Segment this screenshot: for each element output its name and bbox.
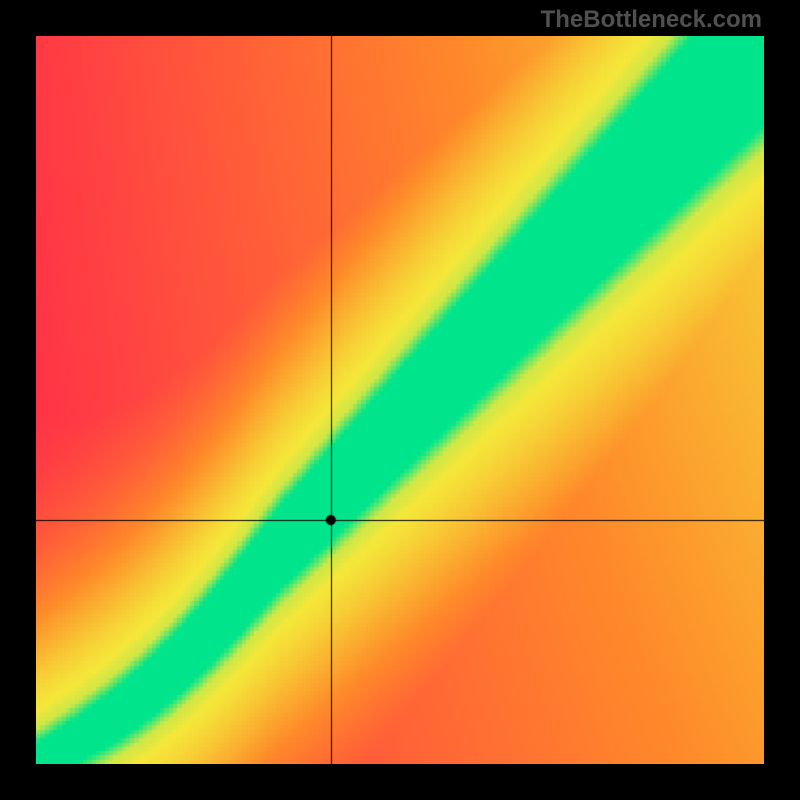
chart-container: { "watermark": { "text": "TheBottleneck.…: [0, 0, 800, 800]
watermark-text: TheBottleneck.com: [541, 6, 762, 34]
crosshair-overlay: [36, 36, 764, 764]
